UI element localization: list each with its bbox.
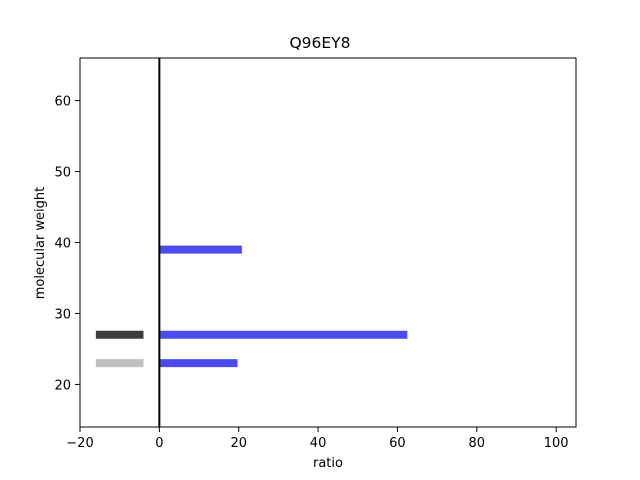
ratio-bar xyxy=(159,359,238,368)
marker-bar xyxy=(95,330,144,339)
y-tick-label: 60 xyxy=(54,95,71,110)
x-tick-label: 100 xyxy=(544,436,569,451)
plot-frame xyxy=(79,57,577,428)
x-tick-label: 0 xyxy=(155,436,163,451)
x-tick-label: 60 xyxy=(389,436,406,451)
chart-title: Q96EY8 xyxy=(289,34,350,52)
y-tick-label: 30 xyxy=(54,307,71,322)
marker-bar xyxy=(95,359,144,368)
y-tick-label: 20 xyxy=(54,378,71,393)
x-tick-label: 80 xyxy=(469,436,486,451)
y-tick-label: 50 xyxy=(54,166,71,181)
ratio-bar xyxy=(159,245,242,254)
y-tick-label: 40 xyxy=(54,237,71,252)
ratio-bar xyxy=(159,330,408,339)
y-axis-label: molecular weight xyxy=(33,187,48,300)
x-tick-label: 20 xyxy=(230,436,247,451)
plot-area: −20 0 20 40 60 80 100 20 30 40 50 60 xyxy=(54,57,577,451)
x-tick-label: −20 xyxy=(66,436,93,451)
x-tick-label: 40 xyxy=(310,436,327,451)
x-axis-label: ratio xyxy=(313,456,343,471)
